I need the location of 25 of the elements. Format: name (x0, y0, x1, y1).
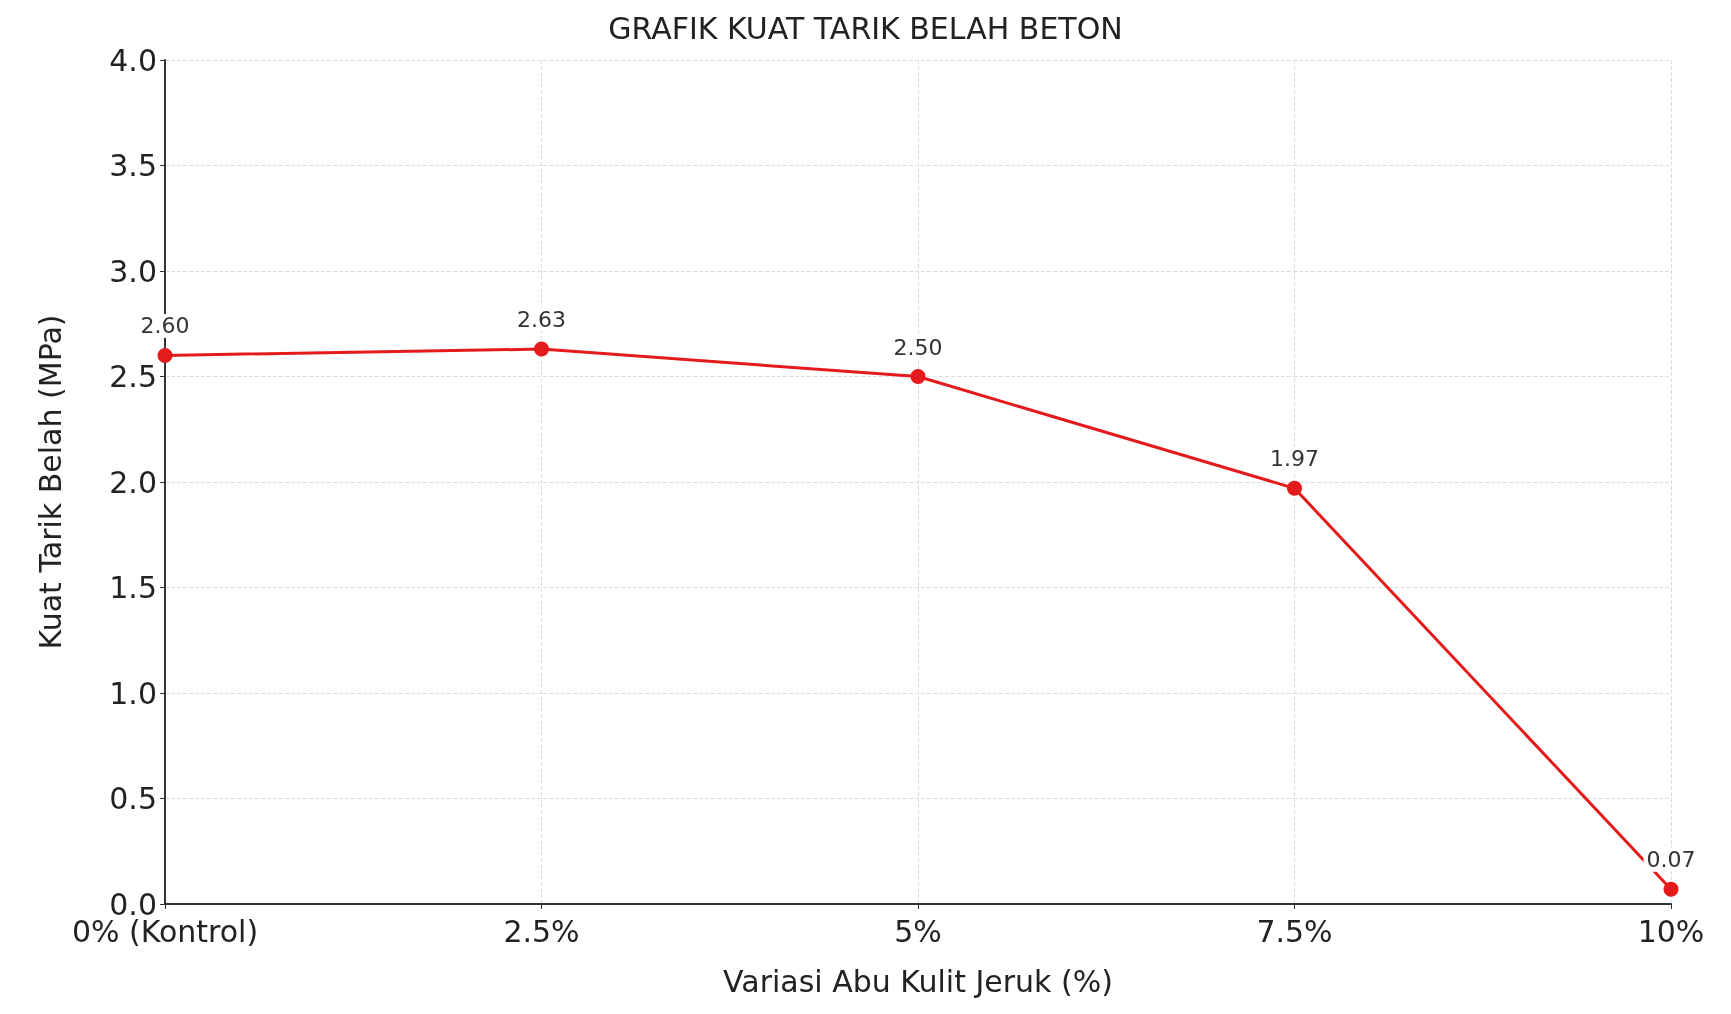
y-tick-label: 0.5 (109, 781, 157, 816)
data-label: 2.60 (140, 313, 190, 339)
data-label: 0.07 (1646, 847, 1696, 873)
data-label: 1.97 (1270, 446, 1319, 472)
y-tick-label: 4.0 (109, 42, 157, 78)
x-tick-label: 2.5% (503, 913, 580, 949)
point (1287, 480, 1302, 496)
x-tick-label: 10% (1637, 913, 1705, 949)
x-tick-label: 5% (894, 913, 942, 949)
data-label: 2.50 (893, 334, 943, 360)
point (534, 341, 549, 357)
y-tick-label: 2.5 (109, 359, 157, 394)
y-tick-label: 3.5 (109, 148, 157, 183)
y-tick-label: 1.0 (109, 675, 157, 711)
point (910, 369, 926, 384)
y-tick-label: 2.0 (109, 464, 157, 500)
point (157, 347, 173, 363)
x-tick-label: 7.5% (1256, 913, 1333, 949)
point (1663, 881, 1679, 897)
x-axis-title: Variasi Abu Kulit Jeruk (%) (723, 963, 1113, 999)
y-axis-title: Kuat Tarik Belah (MPa) (32, 314, 68, 650)
y-tick-label: 1.5 (109, 570, 157, 605)
chart-title: GRAFIK KUAT TARIK BELAH BETON (608, 10, 1123, 46)
data-label: 2.63 (517, 307, 566, 333)
y-tick-label: 3.0 (109, 253, 157, 289)
